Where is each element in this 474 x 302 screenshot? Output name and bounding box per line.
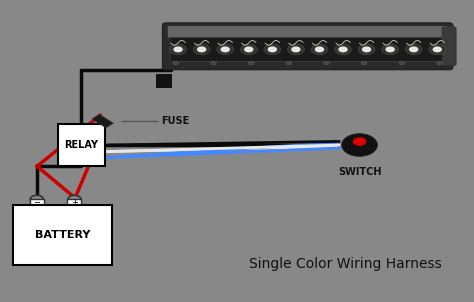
Circle shape [170, 44, 187, 55]
Circle shape [362, 47, 371, 53]
FancyBboxPatch shape [67, 199, 82, 206]
Circle shape [173, 61, 179, 65]
Circle shape [240, 44, 257, 55]
Text: +: + [71, 198, 78, 207]
FancyBboxPatch shape [156, 73, 172, 88]
Circle shape [217, 44, 234, 55]
FancyBboxPatch shape [168, 26, 447, 38]
Circle shape [193, 44, 210, 55]
Circle shape [338, 47, 348, 53]
Circle shape [220, 47, 230, 53]
Circle shape [353, 137, 366, 146]
Circle shape [311, 44, 328, 55]
Text: RELAY: RELAY [64, 140, 99, 150]
Circle shape [315, 47, 324, 53]
Circle shape [286, 61, 292, 65]
Circle shape [342, 134, 377, 156]
Circle shape [358, 44, 375, 55]
Circle shape [210, 61, 216, 65]
Text: BATTERY: BATTERY [35, 230, 91, 240]
Circle shape [264, 44, 281, 55]
Circle shape [385, 47, 395, 53]
FancyBboxPatch shape [13, 205, 112, 265]
Circle shape [429, 44, 446, 55]
FancyBboxPatch shape [170, 37, 445, 62]
FancyBboxPatch shape [30, 199, 44, 206]
FancyBboxPatch shape [163, 23, 453, 70]
Text: SWITCH: SWITCH [338, 167, 381, 177]
Circle shape [30, 195, 43, 204]
Circle shape [173, 47, 183, 53]
Circle shape [244, 47, 254, 53]
Circle shape [324, 61, 329, 65]
Circle shape [68, 195, 81, 204]
Circle shape [268, 47, 277, 53]
Circle shape [409, 47, 419, 53]
Polygon shape [92, 114, 113, 128]
Circle shape [437, 61, 442, 65]
Text: −: − [33, 198, 40, 207]
Circle shape [197, 47, 206, 53]
Circle shape [287, 44, 304, 55]
Circle shape [248, 61, 254, 65]
Circle shape [361, 61, 367, 65]
Circle shape [433, 47, 442, 53]
Circle shape [399, 61, 405, 65]
Text: Single Color Wiring Harness: Single Color Wiring Harness [249, 257, 442, 271]
Circle shape [291, 47, 301, 53]
FancyBboxPatch shape [442, 27, 456, 66]
Circle shape [405, 44, 422, 55]
Circle shape [382, 44, 399, 55]
FancyBboxPatch shape [58, 124, 105, 166]
Text: FUSE: FUSE [162, 116, 190, 126]
Circle shape [335, 44, 352, 55]
